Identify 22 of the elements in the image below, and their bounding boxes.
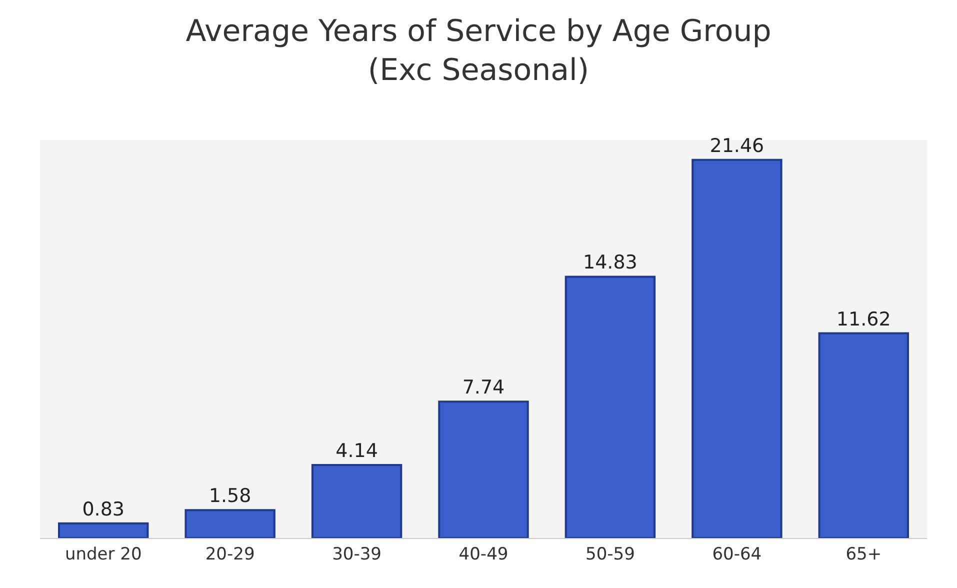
data-label: 4.14 bbox=[336, 440, 378, 462]
x-tick-label: 60-64 bbox=[712, 544, 762, 564]
bar bbox=[438, 400, 529, 538]
x-tick-label: 20-29 bbox=[205, 544, 255, 564]
bar bbox=[692, 158, 782, 538]
x-tick-label: 30-39 bbox=[332, 544, 382, 564]
bar bbox=[58, 522, 149, 538]
bar bbox=[818, 332, 909, 538]
data-label: 14.83 bbox=[583, 252, 638, 274]
x-tick-label: 65+ bbox=[846, 544, 882, 564]
x-tick-label: 50-59 bbox=[586, 544, 635, 564]
bar bbox=[311, 464, 402, 538]
data-label: 21.46 bbox=[710, 134, 764, 157]
chart-title: Average Years of Service by Age Group (Exc Seasonal) bbox=[186, 14, 772, 88]
x-tick-label: 40-49 bbox=[458, 544, 508, 564]
data-label: 1.58 bbox=[208, 485, 252, 508]
data-label: 7.74 bbox=[462, 376, 505, 399]
data-label: 11.62 bbox=[836, 308, 891, 330]
bar bbox=[564, 276, 656, 538]
x-tick-label: under 20 bbox=[64, 544, 142, 564]
bar bbox=[184, 509, 276, 538]
data-label: 0.83 bbox=[82, 498, 125, 520]
